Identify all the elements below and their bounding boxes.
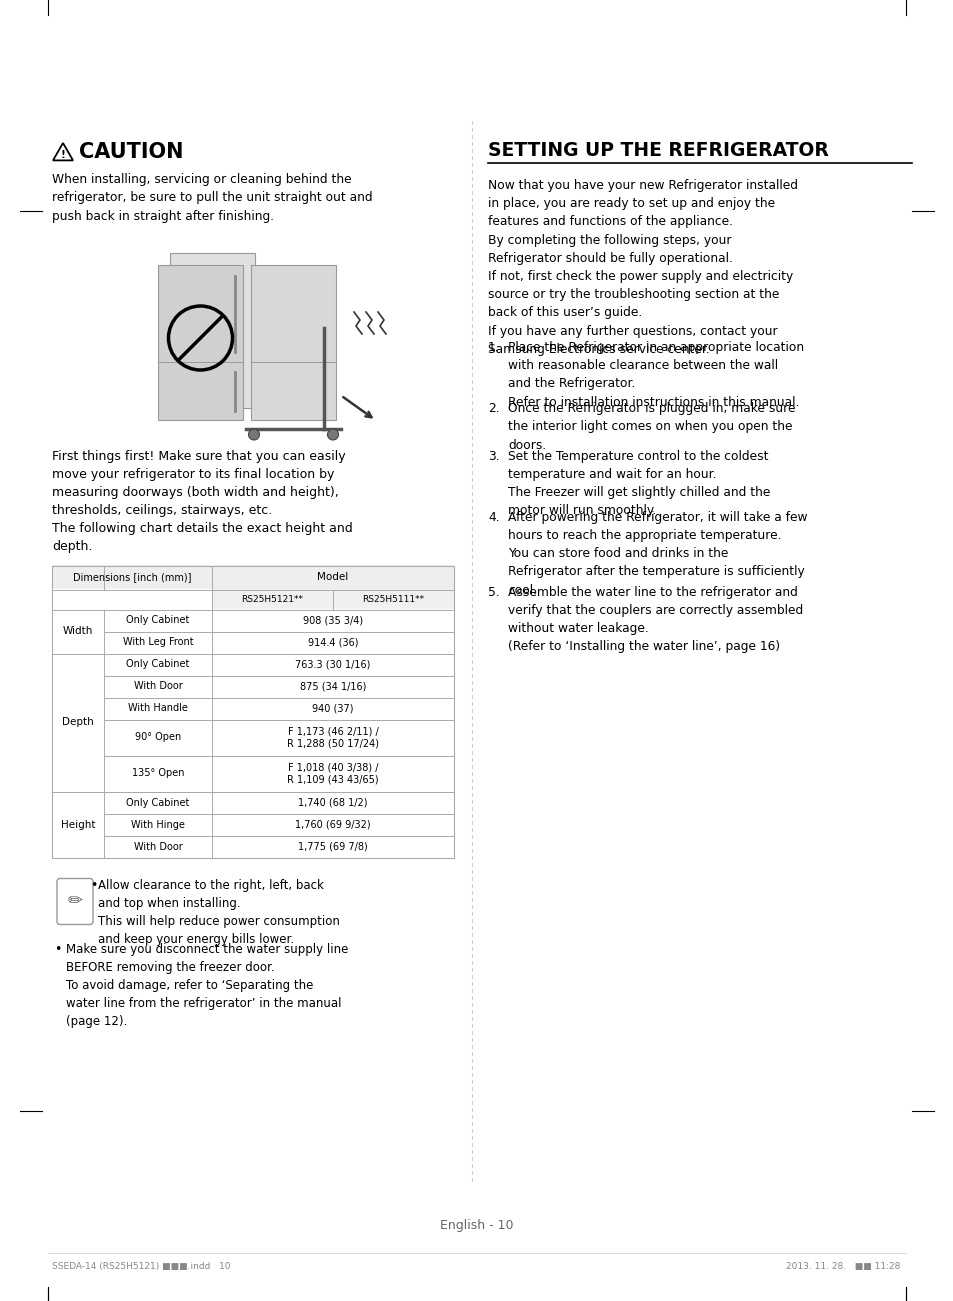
Text: Assemble the water line to the refrigerator and
verify that the couplers are cor: Assemble the water line to the refrigera…: [507, 585, 802, 653]
Bar: [158, 265, 243, 420]
Text: Height: Height: [61, 820, 95, 830]
Text: 2013. 11. 28.   ■■ 11:28: 2013. 11. 28. ■■ 11:28: [785, 1262, 899, 1271]
Text: Dimensions [inch (mm)]: Dimensions [inch (mm)]: [72, 572, 191, 583]
Text: SSEDA-14 (RS25H5121) ■■■.indd   10: SSEDA-14 (RS25H5121) ■■■.indd 10: [52, 1262, 231, 1271]
Text: Once the Refrigerator is plugged in, make sure
the interior light comes on when : Once the Refrigerator is plugged in, mak…: [507, 402, 795, 451]
Text: Only Cabinet: Only Cabinet: [126, 615, 190, 626]
Text: 1,740 (68 1/2): 1,740 (68 1/2): [298, 798, 367, 808]
Text: F 1,173 (46 2/11) /
R 1,288 (50 17/24): F 1,173 (46 2/11) / R 1,288 (50 17/24): [287, 726, 378, 748]
Text: 875 (34 1/16): 875 (34 1/16): [299, 682, 366, 692]
Text: 3.: 3.: [488, 450, 499, 463]
Text: Depth: Depth: [62, 717, 93, 727]
Text: 2.: 2.: [488, 402, 499, 415]
Text: 1.: 1.: [488, 341, 499, 354]
Text: Only Cabinet: Only Cabinet: [126, 660, 190, 670]
Text: 940 (37): 940 (37): [312, 704, 354, 713]
Text: Place the Refrigerator in an appropriate location
with reasonable clearance betw: Place the Refrigerator in an appropriate…: [507, 341, 803, 409]
Text: English - 10: English - 10: [439, 1219, 514, 1232]
Bar: [52, 566, 454, 857]
Circle shape: [248, 429, 259, 440]
Text: RS25H5111**: RS25H5111**: [362, 595, 424, 604]
Text: RS25H5121**: RS25H5121**: [241, 595, 303, 604]
Text: 914.4 (36): 914.4 (36): [308, 637, 358, 648]
Text: 763.3 (30 1/16): 763.3 (30 1/16): [295, 660, 371, 670]
Text: With Door: With Door: [133, 842, 182, 851]
Text: •: •: [54, 943, 61, 956]
Text: 908 (35 3/4): 908 (35 3/4): [303, 615, 363, 626]
Text: Set the Temperature control to the coldest
temperature and wait for an hour.
The: Set the Temperature control to the colde…: [507, 450, 770, 518]
Text: F 1,018 (40 3/38) /
R 1,109 (43 43/65): F 1,018 (40 3/38) / R 1,109 (43 43/65): [287, 762, 378, 785]
Text: CAUTION: CAUTION: [79, 142, 183, 163]
Text: Only Cabinet: Only Cabinet: [126, 798, 190, 808]
Text: 90° Open: 90° Open: [134, 732, 181, 743]
Text: Make sure you disconnect the water supply line
BEFORE removing the freezer door.: Make sure you disconnect the water suppl…: [66, 943, 348, 1029]
Text: With Handle: With Handle: [128, 704, 188, 713]
Text: With Door: With Door: [133, 682, 182, 692]
Text: 5.: 5.: [488, 585, 499, 598]
Text: With Leg Front: With Leg Front: [123, 637, 193, 648]
Text: After powering the Refrigerator, it will take a few
hours to reach the appropria: After powering the Refrigerator, it will…: [507, 511, 806, 597]
Circle shape: [327, 429, 338, 440]
FancyBboxPatch shape: [57, 878, 92, 925]
Text: Allow clearance to the right, left, back
and top when installing.
This will help: Allow clearance to the right, left, back…: [98, 879, 339, 947]
Text: 1,775 (69 7/8): 1,775 (69 7/8): [297, 842, 368, 851]
Text: ✏: ✏: [68, 892, 83, 911]
Text: •: •: [90, 879, 97, 892]
Text: Model: Model: [317, 572, 348, 583]
Text: First things first! Make sure that you can easily
move your refrigerator to its : First things first! Make sure that you c…: [52, 450, 353, 553]
Text: Now that you have your new Refrigerator installed
in place, you are ready to set: Now that you have your new Refrigerator …: [488, 180, 797, 355]
Text: With Hinge: With Hinge: [131, 820, 185, 830]
Bar: [212, 589, 454, 609]
Bar: [52, 566, 454, 589]
Text: Width: Width: [63, 627, 93, 636]
Text: !: !: [60, 150, 66, 160]
Text: SETTING UP THE REFRIGERATOR: SETTING UP THE REFRIGERATOR: [488, 141, 828, 160]
Text: 135° Open: 135° Open: [132, 769, 184, 778]
Text: When installing, servicing or cleaning behind the
refrigerator, be sure to pull : When installing, servicing or cleaning b…: [52, 173, 373, 222]
Text: 4.: 4.: [488, 511, 499, 524]
Bar: [170, 254, 254, 409]
Bar: [251, 265, 335, 420]
Text: 1,760 (69 9/32): 1,760 (69 9/32): [294, 820, 371, 830]
